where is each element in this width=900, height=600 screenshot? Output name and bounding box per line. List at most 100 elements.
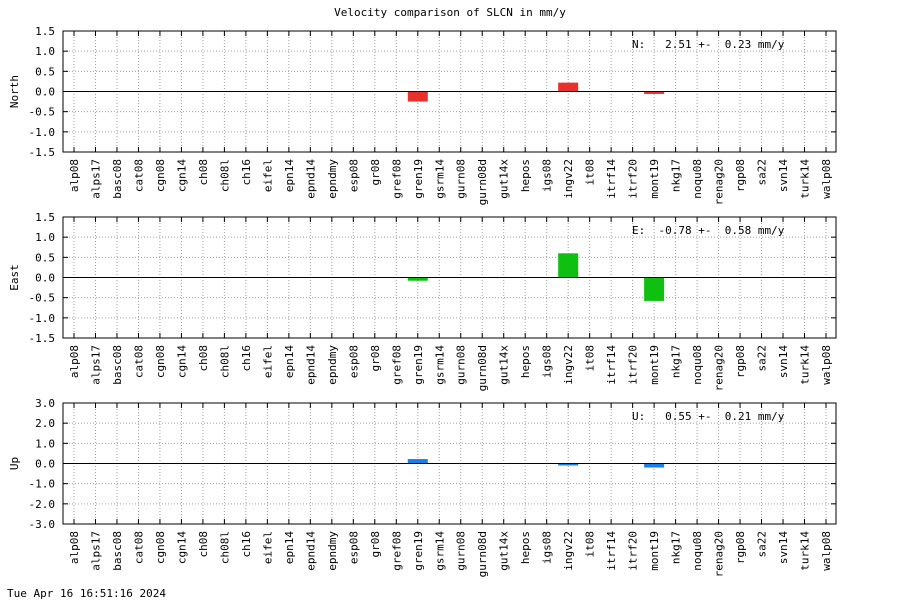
y-tick-label: -1.0 bbox=[29, 478, 56, 491]
x-tick-label: sa22 bbox=[756, 531, 769, 558]
bar-mont19 bbox=[644, 91, 665, 94]
x-tick-label: gsrm14 bbox=[433, 531, 446, 571]
x-tick-label: gurn08d bbox=[476, 345, 489, 391]
panel-east: 1.5 1.0 0.5 0.0 -0.5 -1.0 -1.5 alp08 alps17 basc0… bbox=[8, 211, 837, 391]
x-tick-label: eifel bbox=[261, 345, 274, 378]
x-tick-label: noqu08 bbox=[691, 531, 704, 571]
x-tick-label: epnd14 bbox=[304, 345, 317, 385]
x-tick-label: gr08 bbox=[369, 345, 382, 372]
x-tick-label: gurn08 bbox=[455, 345, 468, 385]
x-tick-label: epndmy bbox=[326, 345, 339, 385]
x-tick-label: gsrm14 bbox=[433, 159, 446, 199]
x-tick-label: itrf20 bbox=[627, 159, 640, 199]
y-tick-label: -1.0 bbox=[29, 312, 56, 325]
x-tick-label: ingv22 bbox=[562, 345, 575, 385]
x-tick-label: igs08 bbox=[541, 531, 554, 564]
x-tick-label: gurn08 bbox=[455, 159, 468, 199]
x-tick-label: cgn08 bbox=[154, 345, 167, 378]
y-tick-label: -0.5 bbox=[29, 106, 56, 119]
x-tick-label: walp08 bbox=[820, 159, 833, 199]
x-tick-label: turk14 bbox=[799, 345, 812, 385]
x-tick-label: cat08 bbox=[132, 159, 145, 192]
x-tick-label: epndmy bbox=[326, 159, 339, 199]
y-tick-label: -0.5 bbox=[29, 292, 56, 305]
x-tick-label: sa22 bbox=[756, 159, 769, 186]
plot-frame bbox=[62, 402, 837, 525]
x-tick-label: cgn08 bbox=[154, 159, 167, 192]
panel-north: 1.5 1.0 0.5 0.0 -0.5 -1.0 -1.5 alp08 alps17 basc0… bbox=[8, 25, 837, 205]
x-tick-label: it08 bbox=[584, 345, 597, 372]
x-tick-label: epnd14 bbox=[304, 159, 317, 199]
x-tick-label: esp08 bbox=[347, 345, 360, 378]
x-tick-label: gref08 bbox=[390, 345, 403, 385]
x-tick-label: alps17 bbox=[89, 345, 102, 385]
y-tick-label: 0.5 bbox=[35, 251, 55, 264]
x-tick-label: rgp08 bbox=[734, 531, 747, 564]
x-tick-label: itrf20 bbox=[627, 345, 640, 385]
x-tick-label: mont19 bbox=[648, 159, 661, 199]
x-tick-label: renag20 bbox=[713, 345, 726, 391]
x-tick-label: walp08 bbox=[820, 531, 833, 571]
y-tick-label: 1.0 bbox=[35, 437, 55, 450]
x-tick-label: itrf14 bbox=[605, 345, 618, 385]
x-tick-label: gurn08d bbox=[476, 531, 489, 577]
y-tick-label: -1.0 bbox=[29, 126, 56, 139]
x-tick-label: epn14 bbox=[283, 531, 296, 564]
x-tick-label: itrf20 bbox=[627, 531, 640, 571]
bar-mont19 bbox=[644, 463, 665, 468]
x-tick-label: sa22 bbox=[756, 345, 769, 372]
y-tick-label: -1.5 bbox=[29, 146, 56, 159]
y-axis-label: East bbox=[8, 264, 21, 291]
x-tick-label: ch08l bbox=[218, 159, 231, 192]
y-tick-label: 0.0 bbox=[35, 458, 55, 471]
x-tick-label: gurn08d bbox=[476, 159, 489, 205]
x-tick-label: nkg17 bbox=[670, 345, 683, 378]
x-tick-label: cgn14 bbox=[175, 159, 188, 192]
y-tick-label: 0.0 bbox=[35, 86, 55, 99]
x-tick-label: svn14 bbox=[777, 531, 790, 564]
x-tick-label: turk14 bbox=[799, 531, 812, 571]
plot-frame bbox=[62, 30, 837, 153]
x-tick-label: gut14x bbox=[498, 159, 511, 199]
x-tick-label: gref08 bbox=[390, 159, 403, 199]
bar-ingv22 bbox=[558, 253, 579, 278]
x-tick-label: noqu08 bbox=[691, 345, 704, 385]
x-tick-label: basc08 bbox=[111, 531, 124, 571]
x-tick-label: rgp08 bbox=[734, 159, 747, 192]
x-tick-label: mont19 bbox=[648, 531, 661, 571]
x-tick-label: itrf14 bbox=[605, 531, 618, 571]
panel-up: 3.0 2.0 1.0 0.0 -1.0 -2.0 -3.0 alp08 alps17 basc0… bbox=[8, 397, 837, 577]
x-tick-label: esp08 bbox=[347, 531, 360, 564]
x-tick-label: igs08 bbox=[541, 345, 554, 378]
y-tick-label: -2.0 bbox=[29, 498, 56, 511]
x-tick-label: turk14 bbox=[799, 159, 812, 199]
y-tick-label: 1.0 bbox=[35, 45, 55, 58]
x-tick-label: igs08 bbox=[541, 159, 554, 192]
x-tick-label: basc08 bbox=[111, 345, 124, 385]
velocity-annotation: N: 2.51 +- 0.23 mm/y bbox=[632, 38, 785, 51]
x-tick-label: svn14 bbox=[777, 345, 790, 378]
x-tick-label: epn14 bbox=[283, 345, 296, 378]
x-tick-label: epnd14 bbox=[304, 531, 317, 571]
x-tick-label: ch16 bbox=[240, 345, 253, 372]
x-tick-label: cgn14 bbox=[175, 345, 188, 378]
x-tick-label: walp08 bbox=[820, 345, 833, 385]
bar-gren19 bbox=[407, 277, 428, 281]
y-tick-label: 0.0 bbox=[35, 272, 55, 285]
bar-ingv22 bbox=[558, 82, 579, 92]
y-tick-label: -1.5 bbox=[29, 332, 56, 345]
x-tick-label: alps17 bbox=[89, 159, 102, 199]
velocity-annotation: E: -0.78 +- 0.58 mm/y bbox=[632, 224, 785, 237]
x-tick-label: rgp08 bbox=[734, 345, 747, 378]
x-tick-label: eifel bbox=[261, 531, 274, 564]
x-tick-label: gren19 bbox=[412, 531, 425, 571]
y-tick-label: 1.0 bbox=[35, 231, 55, 244]
y-tick-label: -3.0 bbox=[29, 518, 56, 531]
x-tick-label: hepos bbox=[519, 345, 532, 378]
x-tick-label: nkg17 bbox=[670, 531, 683, 564]
x-tick-label: hepos bbox=[519, 531, 532, 564]
x-tick-label: hepos bbox=[519, 159, 532, 192]
bar-gren19 bbox=[407, 91, 428, 102]
velocity-annotation: U: 0.55 +- 0.21 mm/y bbox=[632, 410, 785, 423]
